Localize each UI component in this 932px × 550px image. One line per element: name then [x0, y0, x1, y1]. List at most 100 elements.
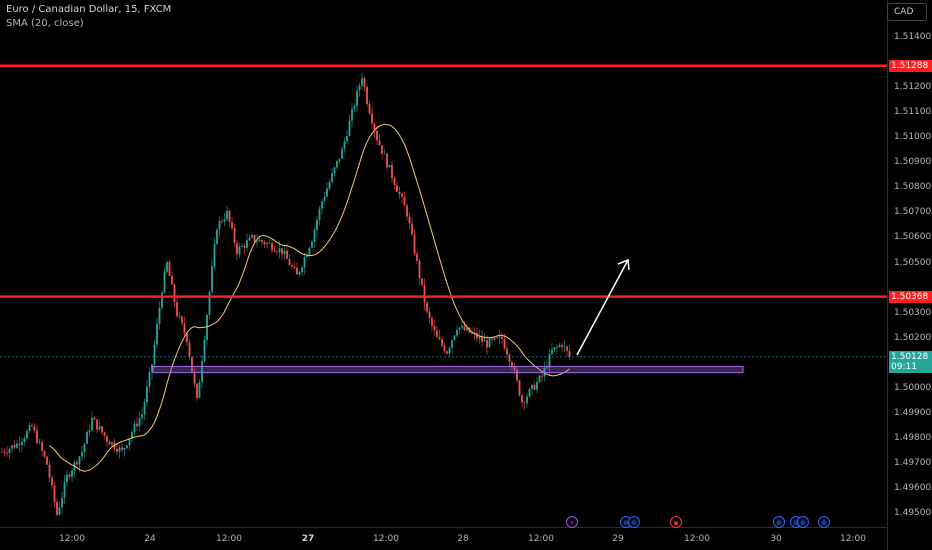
time-tick: 12:00	[840, 534, 866, 544]
candle-body	[418, 260, 421, 279]
candle-body	[311, 241, 313, 248]
candle-body	[313, 229, 316, 242]
candle-body	[383, 153, 386, 155]
time-axis[interactable]: 12:00 24 12:00 27 12:00 28 12:00 29 12:00 30 12:00	[0, 527, 887, 550]
candle-body	[341, 148, 343, 159]
candle-body	[31, 425, 33, 427]
currency-button[interactable]: CAD	[887, 3, 927, 21]
sma-line	[49, 123, 570, 472]
candle-body	[386, 153, 388, 168]
candle-body	[23, 438, 26, 442]
candle-body	[46, 456, 48, 465]
candle-body	[176, 302, 178, 317]
support-zone[interactable]	[152, 365, 744, 374]
price-chart[interactable]	[0, 0, 887, 527]
event-icon[interactable]: ▪	[670, 516, 682, 528]
candle-body	[411, 223, 413, 235]
candle-body	[56, 501, 58, 515]
candle-body	[33, 426, 36, 431]
candle-body	[171, 275, 173, 285]
candle-body	[223, 219, 226, 222]
candle-body	[3, 451, 6, 453]
candle-body	[281, 248, 283, 254]
candle-body	[118, 447, 121, 452]
event-icon[interactable]: ⊕	[818, 516, 830, 528]
price-tick: 1.51100	[894, 106, 932, 117]
candle-body	[16, 443, 18, 448]
candle-body	[276, 251, 278, 253]
candle-body	[391, 165, 393, 179]
time-tick: 12:00	[216, 534, 242, 544]
price-axis[interactable]: 1.51400 1.51200 1.51100 1.51000 1.50900 1.508…	[887, 0, 932, 550]
candle-body	[116, 448, 118, 452]
candle-body	[53, 485, 56, 502]
projection-arrow[interactable]	[576, 258, 630, 356]
candle-body	[463, 325, 466, 330]
candle-body	[258, 239, 261, 242]
candle-body	[346, 135, 348, 142]
candle-body	[101, 426, 103, 433]
candle-body	[21, 441, 23, 446]
time-tick: 28	[457, 534, 469, 544]
candle-body	[51, 477, 53, 486]
candle-body	[566, 346, 568, 351]
candle-body	[553, 347, 556, 350]
candle-body	[146, 386, 148, 403]
candle-body	[548, 353, 551, 368]
price-tick: 1.51400	[894, 31, 932, 42]
candle-body	[518, 380, 521, 396]
price-tick: 1.49700	[894, 458, 932, 469]
candle-body	[336, 160, 338, 168]
price-tick: 1.50000	[894, 382, 932, 393]
candle-body	[568, 350, 571, 357]
candle-body	[63, 482, 66, 498]
candle-body	[283, 250, 286, 254]
candle-body	[291, 265, 293, 267]
event-icon[interactable]: ⚡	[566, 516, 578, 528]
candle-body	[71, 470, 73, 477]
event-icon[interactable]: ⊕	[797, 516, 809, 528]
candle-body	[368, 103, 371, 114]
candle-body	[521, 395, 523, 403]
candle-body	[543, 367, 546, 377]
candle-body	[406, 205, 408, 217]
candle-body	[273, 250, 276, 252]
candle-body	[398, 191, 401, 194]
candle-body	[308, 247, 311, 255]
candle-body	[443, 345, 446, 352]
candle-body	[188, 342, 191, 357]
candle-body	[488, 338, 491, 348]
candle-body	[551, 349, 553, 354]
candle-body	[533, 384, 536, 390]
candle-body	[266, 242, 268, 245]
candle-body	[323, 196, 326, 202]
candle-body	[446, 351, 448, 354]
price-tag: 1.50368	[889, 290, 932, 303]
candle-body	[131, 432, 133, 439]
candle-body	[316, 219, 318, 230]
candle-body	[216, 229, 218, 244]
candle-body	[366, 87, 368, 104]
candle-body	[208, 291, 211, 316]
candle-body	[456, 329, 458, 336]
event-icon[interactable]: ⊕	[628, 516, 640, 528]
candle-body	[438, 337, 441, 340]
candle-body	[191, 356, 193, 372]
candle-body	[13, 445, 16, 448]
event-icon[interactable]: ⊕	[773, 516, 785, 528]
price-tick: 1.49600	[894, 483, 932, 494]
candle-body	[436, 330, 438, 338]
candle-body	[158, 307, 161, 325]
candle-body	[541, 375, 543, 377]
candle-body	[141, 414, 143, 419]
candle-body	[186, 333, 188, 343]
candle-body	[111, 442, 113, 445]
candle-body	[298, 272, 301, 275]
time-tick: 27	[301, 534, 315, 544]
price-tag-label: 1.50128	[891, 351, 929, 362]
candle-body	[226, 210, 228, 220]
candle-body	[86, 431, 88, 444]
candle-body	[556, 346, 558, 348]
candle-body	[536, 382, 538, 390]
price-tick: 1.51200	[894, 81, 932, 92]
